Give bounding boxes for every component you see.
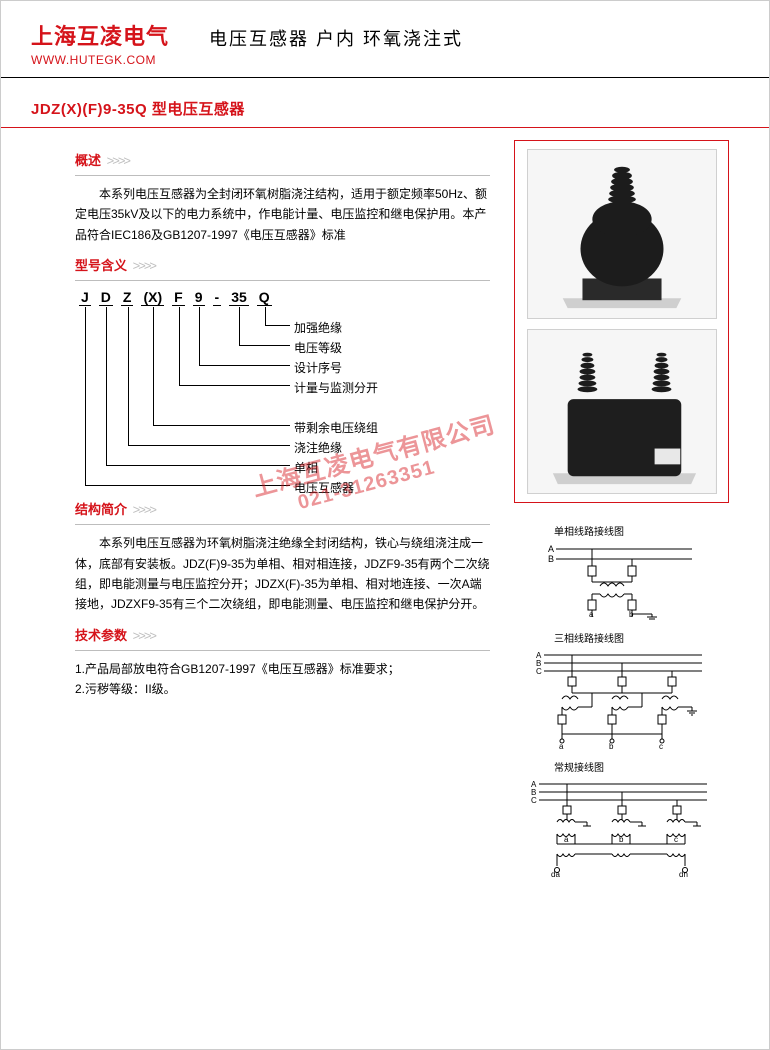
section-heading-model: 型号含义 >>>> (75, 255, 490, 274)
product-image-2 (527, 329, 717, 494)
model-letter: Q (257, 289, 272, 306)
model-label: 电压互感器 (294, 479, 354, 496)
model-label: 电压等级 (294, 339, 342, 356)
structure-heading-text: 结构简介 (75, 502, 127, 517)
model-letter: (X) (141, 289, 164, 306)
svg-text:a: a (559, 742, 564, 749)
chevron-icon: >>>> (133, 628, 155, 643)
model-heading-text: 型号含义 (75, 258, 127, 273)
divider (75, 280, 490, 281)
svg-text:c: c (659, 742, 663, 749)
logo-text-zh: 上海互凌电气 (31, 19, 169, 51)
wiring-diagram-three-phase: A B C (532, 649, 712, 749)
svg-text:C: C (531, 796, 537, 805)
wiring-diagrams: 单相线路接线图 A B (514, 523, 729, 878)
content-area: 概述 >>>> 本系列电压互感器为全封闭环氧树脂浇注结构，适用于额定频率50Hz… (1, 128, 769, 878)
model-label: 单相 (294, 459, 318, 476)
svg-text:a: a (589, 610, 594, 619)
divider (75, 175, 490, 176)
logo-url: WWW.HUTEGK.COM (31, 53, 169, 67)
tech-heading-text: 技术参数 (75, 628, 127, 643)
product-photo-box (514, 140, 729, 503)
chevron-icon: >>>> (133, 258, 155, 273)
tech-line-2: 2.污秽等级：II级。 (75, 679, 490, 699)
svg-text:a: a (564, 835, 569, 844)
wiring-diagram-single-phase: A B a b (542, 542, 702, 620)
page-header: 上海互凌电气 WWW.HUTEGK.COM 电压互感器 户内 环氧浇注式 (1, 1, 769, 78)
model-letter: - (213, 289, 222, 306)
wiring-title-2: 三相线路接线图 (554, 630, 729, 645)
model-label: 浇注绝缘 (294, 439, 342, 456)
header-category-title: 电压互感器 户内 环氧浇注式 (209, 25, 463, 51)
wiring-title-3: 常规接线图 (554, 759, 729, 774)
model-code-diagram: JDZ (X) F9-35 Q 加强绝缘电压等级设计序号计量与监测分开带剩余电压绕组浇… (75, 289, 455, 489)
wiring-title-1: 单相线路接线图 (554, 523, 729, 538)
section-heading-structure: 结构简介 >>>> (75, 499, 490, 518)
left-column: 概述 >>>> 本系列电压互感器为全封闭环氧树脂浇注结构，适用于额定频率50Hz… (75, 140, 490, 878)
model-letter: 35 (229, 289, 249, 306)
model-letter: J (79, 289, 91, 306)
svg-text:b: b (609, 742, 614, 749)
svg-text:c: c (674, 835, 678, 844)
product-image-1 (527, 149, 717, 319)
divider (75, 524, 490, 525)
chevron-icon: >>>> (107, 153, 129, 168)
model-letter: Z (121, 289, 134, 306)
divider (75, 650, 490, 651)
model-letter-row: JDZ (X) F9-35 Q (75, 289, 276, 306)
overview-heading-text: 概述 (75, 153, 101, 168)
svg-text:C: C (536, 667, 542, 676)
svg-text:b: b (619, 835, 624, 844)
model-label: 计量与监测分开 (294, 379, 378, 396)
product-title: JDZ(X)(F)9-35Q 型电压互感器 (1, 86, 769, 128)
logo-block: 上海互凌电气 WWW.HUTEGK.COM (31, 19, 169, 67)
wiring-diagram-standard: A B C abc (527, 778, 717, 878)
model-letter: 9 (193, 289, 205, 306)
model-label: 加强绝缘 (294, 319, 342, 336)
section-heading-overview: 概述 >>>> (75, 150, 490, 169)
svg-text:da: da (551, 870, 560, 878)
svg-text:B: B (548, 554, 554, 564)
tech-line-1: 1.产品局部放电符合GB1207-1997《电压互感器》标准要求； (75, 659, 490, 679)
model-label: 带剩余电压绕组 (294, 419, 378, 436)
svg-text:b: b (629, 610, 634, 619)
svg-text:dn: dn (679, 870, 688, 878)
section-heading-tech: 技术参数 >>>> (75, 625, 490, 644)
chevron-icon: >>>> (133, 502, 155, 517)
overview-paragraph: 本系列电压互感器为全封闭环氧树脂浇注结构，适用于额定频率50Hz、额定电压35k… (75, 184, 490, 245)
model-letter: D (99, 289, 113, 306)
structure-paragraph: 本系列电压互感器为环氧树脂浇注绝缘全封闭结构，铁心与绕组浇注成一体，底部有安装板… (75, 533, 490, 615)
svg-text:A: A (548, 544, 554, 554)
model-label: 设计序号 (294, 359, 342, 376)
model-letter: F (172, 289, 185, 306)
right-column: 单相线路接线图 A B (514, 140, 729, 878)
